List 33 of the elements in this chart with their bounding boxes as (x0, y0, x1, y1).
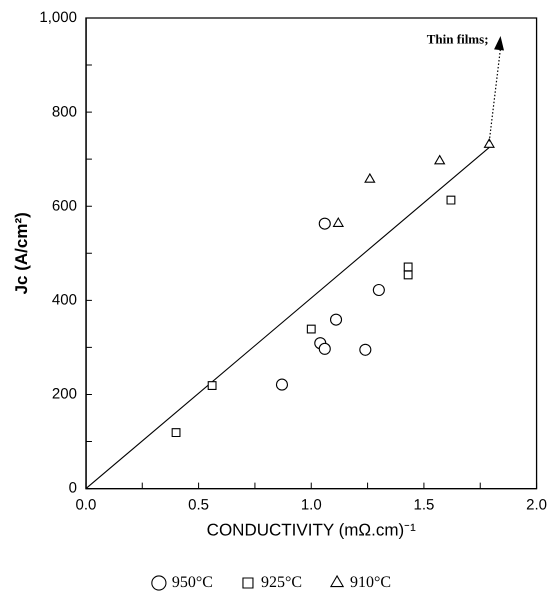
y-tick-label: 600 (52, 197, 77, 214)
point (318, 342, 331, 355)
y-tick-label: 400 (52, 292, 77, 308)
y-tick-label: 0 (68, 480, 77, 497)
y-axis-title: Jc (A/cm²) (12, 212, 31, 294)
point (172, 428, 181, 438)
point (364, 173, 376, 183)
point (404, 270, 413, 280)
y-tick-label: 200 (52, 386, 77, 403)
point (404, 262, 413, 272)
y-tick-label: 800 (52, 103, 77, 120)
point (332, 218, 344, 227)
x-tick-label: 1.5 (413, 496, 434, 514)
legend-label: 910°C (350, 574, 392, 592)
point (359, 344, 372, 356)
point (318, 218, 331, 230)
point (372, 284, 385, 296)
point (434, 155, 445, 164)
y-tick-label: 1,000 (39, 9, 77, 26)
point (484, 138, 495, 148)
x-tick-label: 2.0 (526, 496, 548, 514)
annotation: Thin films; (426, 31, 489, 46)
x-tick-label: 1.0 (300, 496, 322, 514)
point (306, 324, 316, 334)
legend-label: 950°C (172, 574, 213, 592)
legend-label: 925°C (260, 574, 302, 592)
point (276, 378, 288, 391)
x-axis-title: CONDUCTIVITY (mΩ.cm)⁻¹ (206, 520, 416, 540)
point (446, 196, 456, 205)
x-tick-label: 0.5 (188, 496, 210, 514)
point (208, 381, 217, 390)
x-tick-label: 0.0 (76, 496, 96, 514)
point (330, 314, 342, 326)
